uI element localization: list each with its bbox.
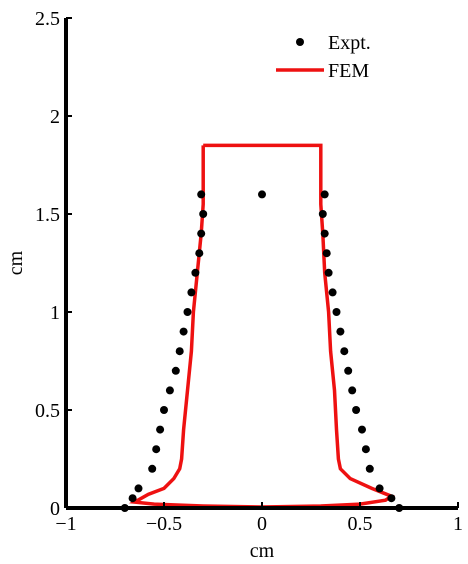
data-point-expt [340, 347, 349, 356]
data-point-expt [175, 347, 184, 356]
data-point-expt [322, 249, 331, 258]
x-tick-label: −0.5 [146, 513, 182, 535]
data-point-expt [336, 327, 345, 336]
data-point-expt [134, 484, 143, 493]
data-point-expt [148, 464, 157, 473]
data-point-expt [199, 210, 208, 218]
plot-marks [120, 143, 404, 512]
data-point-expt [197, 190, 206, 199]
data-point-expt [352, 406, 361, 414]
data-point-expt [324, 268, 333, 277]
y-tick-label: 1.5 [35, 204, 60, 226]
data-point-expt [171, 366, 180, 375]
data-point-expt [195, 249, 204, 258]
data-point-expt [344, 366, 353, 375]
legend: Expt. FEM [276, 32, 371, 82]
legend-marker-expt [296, 38, 304, 46]
data-point-expt [191, 268, 200, 277]
y-tick-label: 0 [50, 498, 60, 520]
legend-label: FEM [328, 60, 369, 82]
data-point-expt [320, 190, 329, 199]
legend-label: Expt. [328, 32, 371, 54]
x-tick-label: 0.5 [348, 513, 373, 535]
data-point-expt [348, 386, 357, 395]
tick-labels: −1 −0.5 0 0.5 1 0 0.5 1 1.5 2 2.5 [35, 8, 463, 535]
data-point-expt [160, 406, 168, 414]
series-line-fem [128, 143, 396, 509]
x-axis-title: cm [250, 540, 275, 562]
data-point-expt [179, 327, 188, 336]
data-point-expt [365, 464, 374, 473]
data-point-expt [156, 425, 165, 434]
x-tick-label: 0 [257, 513, 267, 535]
y-tick-label: 2.5 [35, 8, 60, 30]
data-point-expt [320, 229, 329, 238]
data-point-expt [187, 288, 196, 297]
x-tick-label: 1 [453, 513, 463, 535]
data-point-expt [258, 190, 266, 199]
data-point-expt [328, 288, 337, 297]
x-tick-label: −1 [55, 513, 76, 535]
data-point-expt [318, 210, 327, 218]
y-tick-label: 1 [50, 302, 60, 324]
y-axis-title: cm [5, 250, 27, 275]
data-point-expt [165, 386, 174, 395]
axes [64, 17, 459, 510]
y-tick-label: 2 [50, 106, 60, 128]
data-point-expt [387, 494, 396, 503]
data-point-expt [197, 229, 206, 238]
data-point-expt [375, 484, 384, 493]
data-point-expt [152, 445, 161, 454]
data-point-expt [332, 308, 341, 316]
data-point-expt [361, 445, 370, 454]
data-point-expt [183, 308, 192, 316]
y-tick-label: 0.5 [35, 400, 60, 422]
data-point-expt [358, 425, 366, 434]
data-point-expt [128, 494, 137, 503]
